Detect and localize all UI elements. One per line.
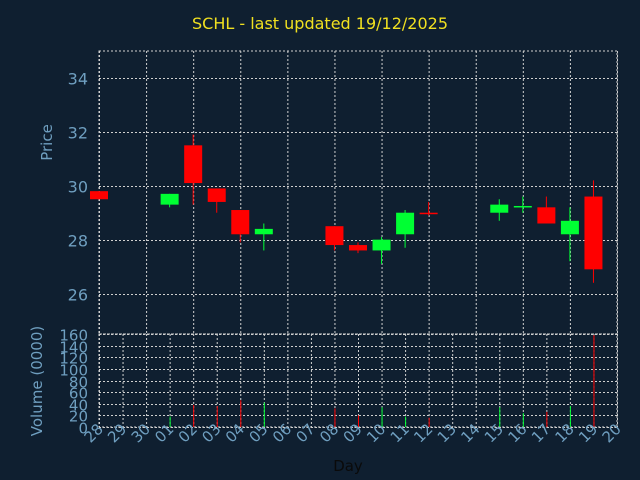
- x-tick-label: 15: [481, 420, 507, 446]
- volume-tick-label: 0: [78, 420, 88, 438]
- x-tick-label: 17: [528, 420, 554, 446]
- price-axis-label: Price: [38, 124, 56, 161]
- x-tick-label: 05: [245, 420, 271, 446]
- price-tick-label: 32: [68, 124, 88, 143]
- x-tick-label: 29: [104, 420, 130, 446]
- volume-tick-label: 160: [59, 327, 88, 345]
- x-tick-label: 30: [128, 420, 154, 446]
- candle-body: [207, 188, 226, 202]
- x-tick-label: 19: [575, 420, 601, 446]
- x-tick-label: 13: [434, 420, 460, 446]
- x-tick-label: 02: [175, 420, 201, 446]
- candle-body: [184, 145, 203, 184]
- candle-body: [349, 245, 367, 251]
- volume-axis-label: Volume (0000): [28, 326, 46, 436]
- x-tick-label: 12: [410, 420, 436, 446]
- candle-body: [490, 204, 509, 213]
- volume-tick-label: 120: [59, 350, 88, 368]
- candle-body: [537, 207, 556, 224]
- x-tick-label: 09: [340, 420, 366, 446]
- candle-body: [254, 228, 273, 235]
- volume-tick-label: 140: [59, 339, 88, 357]
- x-tick-label: 14: [457, 420, 483, 446]
- volume-tick-label: 100: [59, 362, 88, 380]
- price-plot-frame: [98, 50, 618, 335]
- x-tick-label: 18: [552, 420, 578, 446]
- volume-tick-label: 40: [69, 397, 88, 415]
- x-axis-label: Day: [333, 457, 363, 475]
- x-tick-label: 11: [387, 420, 413, 446]
- price-tick-label: 30: [68, 178, 88, 197]
- price-tick-label: 34: [68, 70, 88, 89]
- x-tick-label: 01: [151, 420, 177, 446]
- volume-tick-label: 80: [69, 374, 88, 392]
- candle-body: [560, 220, 579, 235]
- candle-body: [231, 210, 250, 235]
- candle-body: [419, 212, 438, 215]
- candle-body: [584, 196, 603, 270]
- candle-body: [325, 226, 344, 246]
- candle-body: [160, 193, 179, 205]
- volume-tick-label: 20: [69, 408, 88, 426]
- x-tick-label: 06: [269, 420, 295, 446]
- x-tick-label: 08: [316, 420, 342, 446]
- candle-body: [513, 205, 532, 208]
- volume-tick-label: 60: [69, 385, 88, 403]
- x-tick-label: 04: [222, 420, 248, 446]
- x-tick-label: 03: [198, 420, 224, 446]
- x-tick-label: 10: [363, 420, 389, 446]
- price-tick-label: 26: [68, 286, 88, 305]
- x-tick-label: 07: [293, 420, 319, 446]
- chart-title: SCHL - last updated 19/12/2025: [192, 14, 448, 33]
- x-tick-label: 20: [599, 420, 625, 446]
- candle-body: [90, 191, 108, 200]
- price-tick-label: 28: [68, 232, 88, 251]
- x-tick-label: 16: [504, 420, 530, 446]
- candle-body: [396, 212, 415, 235]
- candle-body: [372, 239, 391, 251]
